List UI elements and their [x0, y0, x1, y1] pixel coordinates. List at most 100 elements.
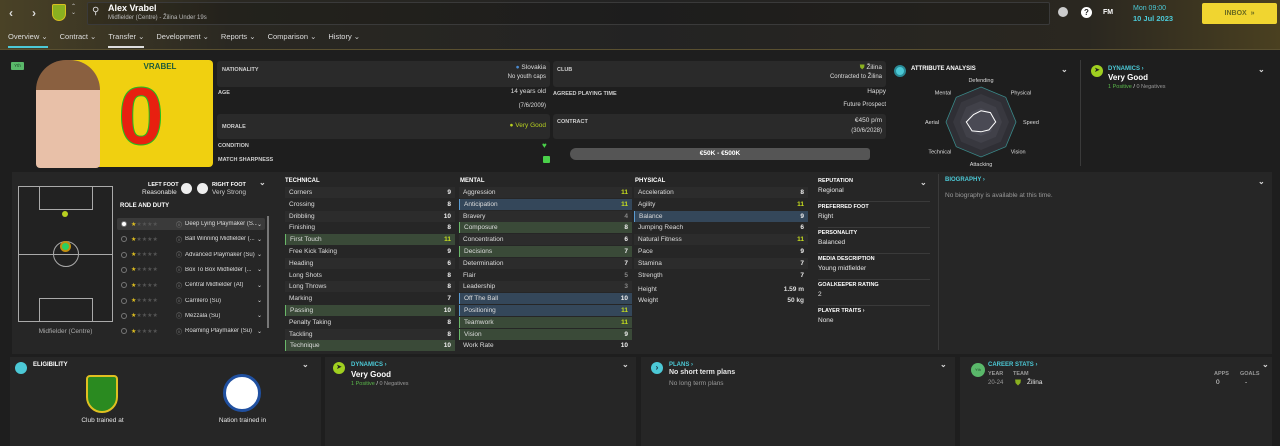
attribute-row-composure[interactable]: Composure 8 — [459, 222, 632, 234]
attribute-row-flair[interactable]: Flair 5 — [459, 269, 632, 281]
chevron-down-icon[interactable]: ⌄ — [1262, 360, 1269, 369]
chevron-down-icon[interactable]: ⌄ — [256, 267, 262, 274]
trophy-icon[interactable] — [1058, 7, 1068, 17]
attribute-row-vision[interactable]: Vision 9 — [459, 328, 632, 340]
role-item[interactable]: ★★★★★ ⓘ Ball Winning Midfielder (... ⌄ — [117, 233, 265, 245]
attribute-row-stamina[interactable]: Stamina 7 — [634, 257, 808, 269]
attribute-row-agility[interactable]: Agility 11 — [634, 198, 808, 210]
role-item[interactable]: ★★★★★ ⓘ Central Midfielder (At) ⌄ — [117, 279, 265, 291]
back-button[interactable]: ‹ — [9, 6, 13, 20]
forward-button[interactable]: › — [32, 6, 36, 20]
attribute-row-crossing[interactable]: Crossing 8 — [285, 198, 455, 210]
career-team[interactable]: Žilina — [1027, 379, 1043, 386]
tab-contract[interactable]: Contract ⌄ — [59, 32, 97, 41]
chevron-down-icon[interactable]: ⌄ — [940, 360, 947, 369]
attribute-row-free-kick-taking[interactable]: Free Kick Taking 9 — [285, 246, 455, 257]
club-switch-icon[interactable]: ⌃ ⌄ — [71, 4, 77, 16]
chevron-down-icon[interactable]: ⌄ — [1061, 65, 1068, 74]
attribute-row-corners[interactable]: Corners 9 — [285, 187, 455, 198]
tab-comparison[interactable]: Comparison ⌄ — [267, 32, 317, 41]
chevron-down-icon[interactable]: ⌄ — [256, 252, 262, 259]
attribute-row-leadership[interactable]: Leadership 3 — [459, 281, 632, 293]
nationality-value[interactable]: ● Slovakia — [440, 64, 546, 71]
club-value[interactable]: ⛊ Žilina — [760, 64, 882, 72]
tab-history[interactable]: History ⌄ — [328, 32, 361, 41]
attribute-row-long-shots[interactable]: Long Shots 8 — [285, 269, 455, 281]
career-stats-link[interactable]: CAREER STATS › — [988, 362, 1038, 368]
attribute-row-natural-fitness[interactable]: Natural Fitness 11 — [634, 234, 808, 246]
tab-transfer[interactable]: Transfer ⌄ — [108, 32, 145, 48]
dynamics-link[interactable]: DYNAMICS › — [351, 362, 387, 368]
attribute-row-penalty-taking[interactable]: Penalty Taking 8 — [285, 316, 455, 328]
radio-button[interactable] — [121, 266, 127, 273]
search-bar[interactable] — [87, 2, 1050, 25]
attribute-row-long-throws[interactable]: Long Throws 8 — [285, 281, 455, 293]
attribute-row-finishing[interactable]: Finishing 8 — [285, 222, 455, 234]
shirt-number: 0 — [118, 71, 165, 162]
chevron-down-icon[interactable]: ⌄ — [256, 313, 262, 320]
attribute-row-tackling[interactable]: Tackling 8 — [285, 328, 455, 340]
attribute-row-jumping-reach[interactable]: Jumping Reach 6 — [634, 222, 808, 234]
role-item[interactable]: ★★★★★ ⓘ Carrilero (Su) ⌄ — [117, 295, 265, 307]
attribute-row-passing[interactable]: Passing 10 — [285, 305, 455, 316]
attribute-row-acceleration[interactable]: Acceleration 8 — [634, 187, 808, 198]
chevron-down-icon[interactable]: ⌄ — [920, 178, 927, 187]
fm-menu-button[interactable]: FM — [1103, 9, 1114, 16]
tab-reports[interactable]: Reports ⌄ — [220, 32, 256, 41]
chevron-down-icon[interactable]: ⌄ — [256, 328, 262, 335]
chevron-down-icon[interactable]: ⌄ — [1258, 65, 1265, 74]
radio-button[interactable] — [121, 251, 127, 258]
radio-button[interactable] — [121, 282, 127, 289]
chevron-down-icon[interactable]: ⌄ — [302, 360, 309, 369]
chevron-down-icon[interactable]: ⌄ — [256, 236, 262, 243]
nation-crest[interactable] — [223, 374, 261, 412]
attribute-row-strength[interactable]: Strength 7 — [634, 269, 808, 281]
inbox-button[interactable]: INBOX » — [1202, 3, 1277, 24]
club-crest[interactable] — [86, 375, 118, 413]
tab-overview[interactable]: Overview ⌄ — [8, 32, 48, 48]
help-icon[interactable]: ? — [1081, 7, 1092, 18]
attribute-row-anticipation[interactable]: Anticipation 11 — [459, 198, 632, 210]
attribute-row-technique[interactable]: Technique 10 — [285, 340, 455, 352]
tab-development[interactable]: Development ⌄ — [156, 32, 209, 41]
club-crest-icon[interactable] — [52, 4, 66, 21]
radio-button[interactable] — [121, 328, 127, 335]
attribute-row-concentration[interactable]: Concentration 6 — [459, 234, 632, 246]
attribute-row-determination[interactable]: Determination 7 — [459, 257, 632, 269]
role-item[interactable]: ★★★★★ ⓘ Advanced Playmaker (Su) ⌄ — [117, 249, 265, 261]
biography-link[interactable]: BIOGRAPHY › — [945, 177, 985, 183]
info-label[interactable]: PLAYER TRAITS › — [818, 308, 865, 314]
attribute-row-positioning[interactable]: Positioning 11 — [459, 305, 632, 316]
chevron-down-icon[interactable]: ⌄ — [256, 221, 262, 228]
attribute-row-dribbling[interactable]: Dribbling 10 — [285, 210, 455, 222]
chevron-down-icon[interactable]: ⌄ — [259, 178, 266, 187]
role-item[interactable]: ★★★★★ ⓘ Mezzala (Su) ⌄ — [117, 310, 265, 322]
chevron-down-icon[interactable]: ⌄ — [256, 298, 262, 304]
search-icon[interactable]: ⚲ — [92, 6, 100, 17]
radio-button[interactable] — [121, 297, 127, 304]
attribute-row-aggression[interactable]: Aggression 11 — [459, 187, 632, 198]
role-label: Roaming Playmaker (Su) — [185, 328, 253, 335]
chevron-down-icon[interactable]: ⌄ — [256, 282, 262, 289]
radio-button[interactable] — [121, 221, 127, 227]
radio-button[interactable] — [121, 312, 127, 319]
roles-scrollbar[interactable] — [267, 216, 269, 328]
attribute-row-teamwork[interactable]: Teamwork 11 — [459, 316, 632, 328]
plans-link[interactable]: PLANS › — [669, 362, 693, 368]
attribute-row-bravery[interactable]: Bravery 4 — [459, 210, 632, 222]
attribute-row-heading[interactable]: Heading 6 — [285, 257, 455, 269]
attribute-row-decisions[interactable]: Decisions 7 — [459, 246, 632, 257]
attribute-row-balance[interactable]: Balance 9 — [634, 210, 808, 222]
attribute-row-marking[interactable]: Marking 7 — [285, 293, 455, 305]
attribute-row-pace[interactable]: Pace 9 — [634, 246, 808, 257]
radio-button[interactable] — [121, 236, 127, 243]
role-item[interactable]: ★★★★★ ⓘ Roaming Playmaker (Su) ⌄ — [117, 325, 265, 337]
attribute-row-work-rate[interactable]: Work Rate 10 — [459, 340, 632, 352]
attribute-row-first-touch[interactable]: First Touch 11 — [285, 234, 455, 246]
dynamics-link[interactable]: DYNAMICS › — [1108, 66, 1144, 72]
attribute-row-off-the-ball[interactable]: Off The Ball 10 — [459, 293, 632, 305]
chevron-down-icon[interactable]: ⌄ — [1258, 177, 1265, 186]
chevron-down-icon[interactable]: ⌄ — [622, 360, 629, 369]
role-item[interactable]: ★★★★★ ⓘ Deep Lying Playmaker (S... ⌄ — [117, 218, 265, 230]
role-item[interactable]: ★★★★★ ⓘ Box To Box Midfielder (... ⌄ — [117, 264, 265, 276]
